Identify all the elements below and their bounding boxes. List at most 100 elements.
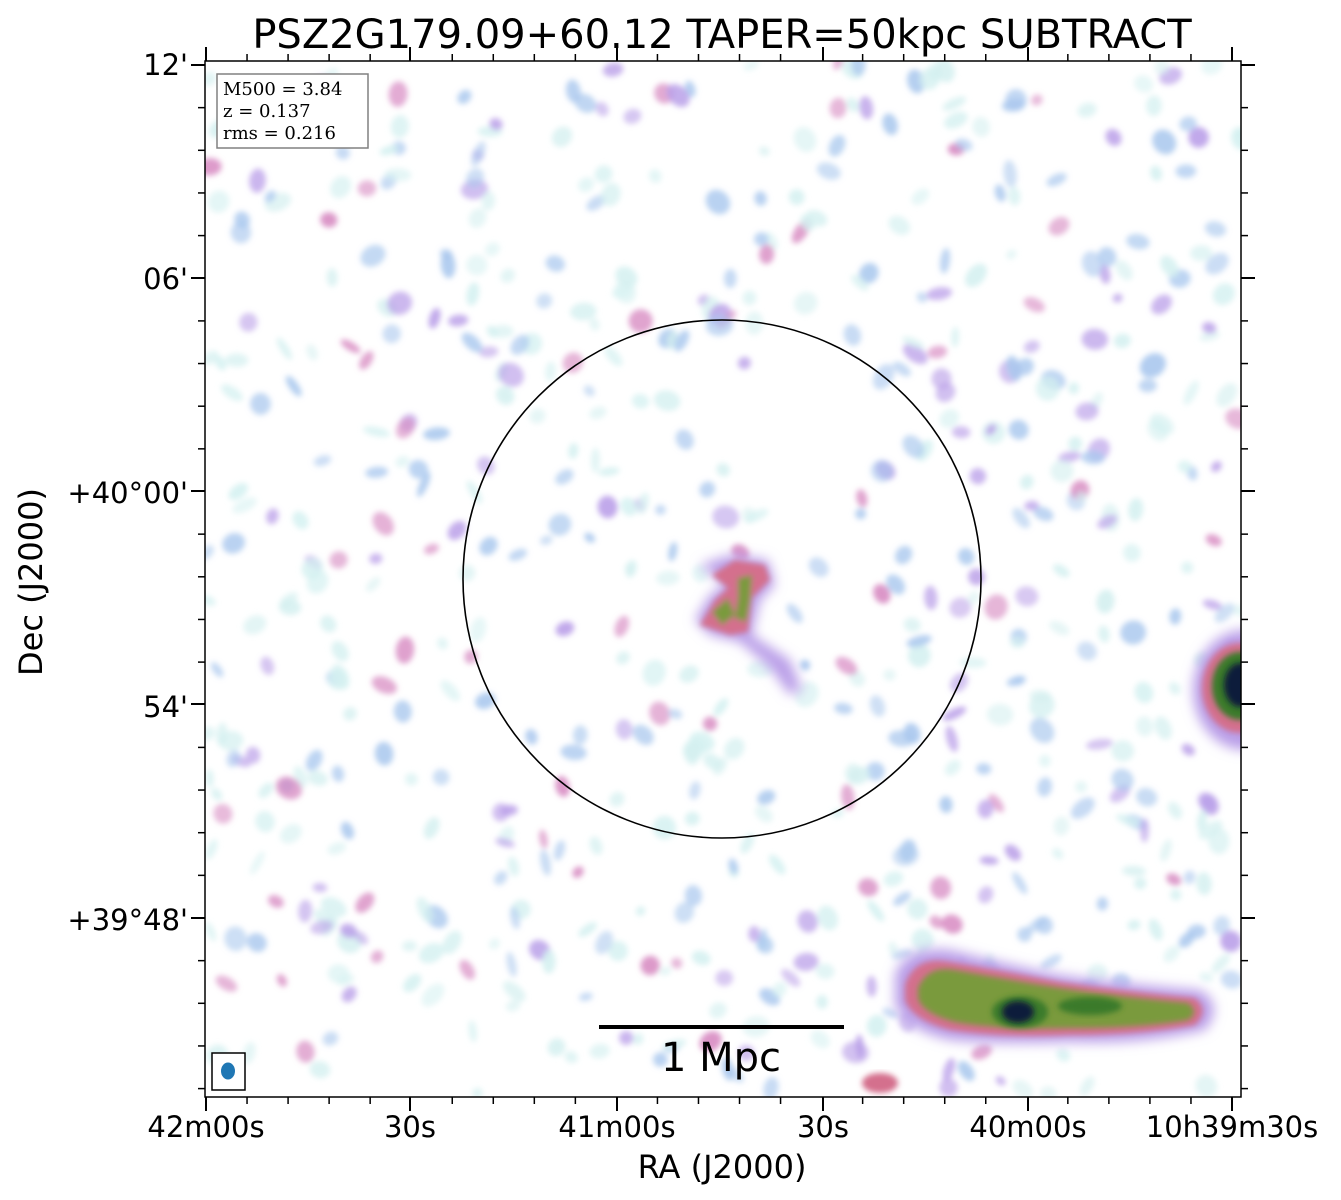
noise-blob	[892, 844, 919, 867]
noise-blob	[851, 61, 866, 76]
noise-blob	[1181, 743, 1195, 756]
noise-blob	[266, 508, 279, 525]
noise-blob	[313, 455, 332, 467]
noise-blob	[205, 595, 216, 606]
noise-blob	[1202, 599, 1223, 610]
x-tick-label: 30s	[797, 1110, 849, 1144]
noise-blob	[276, 974, 288, 987]
noise-blob	[1038, 754, 1051, 768]
y-tick-label: 06'	[143, 262, 188, 296]
noise-blob	[1085, 738, 1114, 750]
noise-blob	[971, 1044, 992, 1060]
noise-blob	[930, 876, 952, 900]
noise-blob	[583, 385, 595, 397]
noise-blob	[728, 858, 739, 874]
noise-blob	[507, 856, 520, 877]
noise-blob	[216, 722, 228, 746]
x-tick-label: 10h39m30s	[1146, 1110, 1318, 1144]
plot-frame	[204, 60, 1242, 1098]
noise-blob	[882, 1008, 899, 1018]
noise-blob	[1079, 1076, 1095, 1096]
noise-blob	[466, 480, 483, 504]
noise-blob	[1001, 98, 1026, 112]
noise-blob	[631, 393, 650, 409]
noise-blob	[508, 548, 528, 561]
noise-blob	[1166, 873, 1182, 886]
noise-blob	[1105, 128, 1122, 146]
noise-blob	[275, 776, 303, 800]
noise-blob	[595, 931, 614, 955]
noise-blob	[888, 215, 911, 236]
noise-blob	[1201, 61, 1223, 75]
noise-blob	[1134, 75, 1154, 93]
noise-blob	[1052, 848, 1064, 860]
noise-blob	[754, 232, 769, 247]
noise-blob	[850, 274, 869, 291]
noise-blob	[1151, 294, 1172, 315]
noise-blob	[703, 753, 722, 770]
noise-blob	[866, 975, 877, 997]
noise-blob	[1152, 129, 1177, 155]
noise-blob	[1204, 221, 1227, 237]
noise-blob	[457, 89, 472, 104]
noise-blob	[653, 390, 681, 411]
noise-blob	[395, 417, 415, 439]
noise-blob	[624, 563, 634, 575]
noise-blob	[715, 969, 734, 987]
noise-blob	[640, 955, 660, 976]
noise-blob	[222, 532, 246, 554]
noise-blob	[832, 61, 844, 70]
noise-blob	[1003, 159, 1017, 188]
noise-blob	[1081, 251, 1103, 277]
noise-blob	[276, 337, 293, 360]
noise-blob	[1081, 328, 1109, 350]
noise-blob	[883, 871, 904, 887]
noise-blob	[468, 1020, 477, 1043]
noise-blob	[1202, 322, 1217, 334]
noise-blob	[939, 247, 951, 274]
noise-blob	[1097, 246, 1117, 267]
x-tick-label: 41m00s	[558, 1110, 675, 1144]
y-axis-label: Dec (J2000)	[12, 488, 50, 676]
noise-blob	[903, 722, 921, 744]
noise-blob	[224, 926, 247, 952]
noise-blob	[745, 508, 769, 523]
noise-blob	[205, 71, 217, 87]
noise-blob	[572, 725, 588, 745]
noise-blob	[1213, 915, 1230, 936]
noise-blob	[793, 126, 817, 153]
noise-blob	[985, 424, 997, 436]
noise-blob	[360, 244, 386, 267]
noise-blob	[1081, 450, 1105, 465]
noise-blob	[699, 1031, 722, 1052]
noise-blob	[495, 837, 515, 848]
noise-blob	[205, 839, 218, 860]
noise-blob	[810, 1030, 830, 1049]
noise-blob	[939, 796, 953, 814]
noise-blob	[602, 62, 624, 77]
x-tick-label: 30s	[384, 1110, 436, 1144]
noise-blob	[307, 770, 328, 786]
noise-blob	[684, 885, 703, 907]
noise-blob	[466, 254, 488, 276]
noise-blob	[1148, 918, 1163, 941]
noise-blob	[560, 744, 587, 761]
noise-blob	[382, 324, 401, 344]
noise-blob	[911, 928, 934, 952]
noise-blob	[357, 180, 377, 197]
noise-blob	[292, 511, 309, 530]
noise-blob	[831, 809, 844, 818]
noise-blob	[740, 833, 755, 854]
noise-blob	[326, 268, 338, 287]
noise-blob	[1163, 945, 1180, 963]
noise-blob	[788, 189, 805, 206]
noise-blob	[1160, 839, 1172, 862]
y-tick-label: 12'	[143, 48, 188, 82]
noise-blob	[668, 708, 683, 720]
info-rms: rms = 0.216	[223, 123, 336, 144]
noise-blob	[365, 466, 389, 478]
noise-blob	[268, 894, 284, 908]
noise-blob	[539, 535, 553, 545]
noise-blob	[340, 821, 355, 840]
noise-blob	[205, 922, 217, 942]
